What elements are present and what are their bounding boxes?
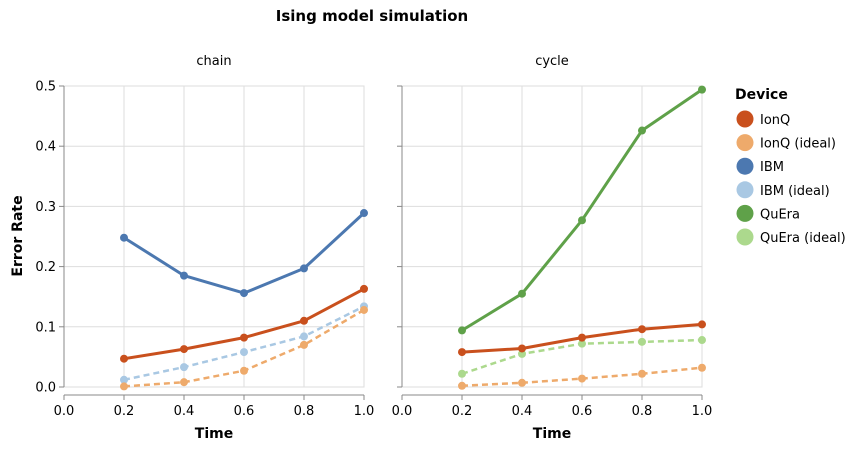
data-point: [300, 264, 308, 273]
x-tick-label: 1.0: [354, 404, 375, 419]
legend-swatch: [736, 181, 754, 199]
data-point: [240, 289, 248, 298]
series-ibm: [120, 209, 368, 298]
data-point: [698, 85, 706, 94]
data-point: [518, 344, 526, 353]
data-point: [458, 369, 466, 378]
data-point: [300, 340, 308, 349]
data-point: [240, 333, 248, 342]
data-point: [120, 354, 128, 363]
data-point: [180, 363, 188, 372]
data-point: [180, 271, 188, 280]
data-point: [120, 233, 128, 242]
legend-label: IonQ (ideal): [760, 137, 836, 152]
data-point: [638, 337, 646, 346]
facets: chain 0.0 0.2 0.4 0.6 0.8 1.0 Time 0.0 0.1 0.2 0.3 0…: [35, 54, 712, 442]
x-axis-title: Time: [195, 426, 233, 442]
series-quera-ideal: [458, 336, 706, 378]
facet-chain: chain 0.0 0.2 0.4 0.6 0.8 1.0 Time 0.0 0.1 0.2 0.3 0…: [35, 54, 374, 442]
data-point: [518, 289, 526, 298]
y-tick-label: 0.3: [35, 200, 56, 215]
y-tick-label: 0.0: [35, 381, 56, 396]
data-point: [458, 326, 466, 335]
legend-label: QuEra: [760, 207, 800, 222]
series-ionq-ideal: [458, 363, 706, 390]
data-point: [120, 375, 128, 384]
data-point: [240, 348, 248, 357]
legend-label: IonQ: [760, 113, 790, 128]
x-tick-label: 0.8: [632, 404, 653, 419]
data-point: [120, 382, 128, 391]
x-tick-label: 1.0: [692, 404, 713, 419]
legend-entry: QuEra: [736, 204, 800, 222]
data-point: [578, 216, 586, 225]
data-point: [578, 374, 586, 383]
data-point: [578, 333, 586, 342]
x-tick-label: 0.2: [452, 404, 473, 419]
y-axis-title: Error Rate: [10, 195, 26, 276]
legend-swatch: [736, 110, 754, 128]
x-tick-label: 0.0: [392, 404, 413, 419]
legend-swatch: [736, 134, 754, 152]
legend-entry: IBM (ideal): [736, 181, 830, 199]
y-tick-label: 0.1: [35, 320, 56, 335]
chart-title: Ising model simulation: [276, 7, 468, 25]
x-tick-label: 0.8: [294, 404, 315, 419]
legend-entry: IonQ (ideal): [736, 134, 836, 152]
series-ionq-ideal: [120, 305, 368, 391]
facet-title: cycle: [535, 54, 569, 69]
series-ionq: [458, 320, 706, 357]
y-tick-label: 0.2: [35, 260, 56, 275]
data-point: [638, 369, 646, 378]
x-tick-label: 0.2: [114, 404, 135, 419]
x-tick-label: 0.0: [54, 404, 75, 419]
y-tick-label: 0.4: [35, 140, 56, 155]
legend-entry: IonQ: [736, 110, 790, 128]
data-point: [360, 305, 368, 314]
data-point: [578, 339, 586, 348]
series-ibm-ideal: [120, 302, 368, 384]
legend: Device IonQ IonQ (ideal) IBM IBM (ideal) QuE…: [735, 87, 846, 246]
data-point: [360, 209, 368, 218]
legend-label: IBM: [760, 160, 784, 175]
data-point: [180, 378, 188, 387]
data-point: [300, 332, 308, 341]
y-tick-label: 0.5: [35, 80, 56, 95]
data-point: [240, 366, 248, 375]
legend-swatch: [736, 228, 754, 246]
legend-label: QuEra (ideal): [760, 231, 846, 246]
data-point: [458, 381, 466, 390]
data-point: [180, 345, 188, 354]
legend-swatch: [736, 204, 754, 222]
facet-title: chain: [196, 54, 231, 69]
data-point: [518, 378, 526, 387]
data-point: [360, 284, 368, 293]
x-tick-label: 0.4: [174, 404, 195, 419]
x-tick-label: 0.4: [512, 404, 533, 419]
x-tick-label: 0.6: [572, 404, 593, 419]
legend-label: IBM (ideal): [760, 184, 830, 199]
data-point: [638, 325, 646, 334]
series-ionq: [120, 284, 368, 363]
x-axis-title: Time: [533, 426, 571, 442]
legend-entry: QuEra (ideal): [736, 228, 846, 246]
legend-entry: IBM: [736, 157, 784, 175]
series-quera: [458, 85, 706, 335]
data-point: [638, 126, 646, 135]
x-tick-label: 0.6: [234, 404, 255, 419]
data-point: [698, 363, 706, 372]
legend-swatch: [736, 157, 754, 175]
data-point: [458, 348, 466, 357]
data-point: [698, 320, 706, 329]
data-point: [300, 316, 308, 325]
facet-cycle: cycle 0.0 0.2 0.4 0.6 0.8 1.0 Time: [392, 54, 713, 442]
data-point: [698, 336, 706, 345]
legend-title: Device: [735, 87, 788, 103]
